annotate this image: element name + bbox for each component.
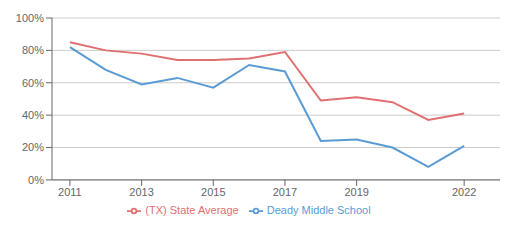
- svg-text:40%: 40%: [22, 109, 44, 121]
- svg-text:80%: 80%: [22, 44, 44, 56]
- svg-text:2017: 2017: [273, 186, 297, 198]
- svg-text:0%: 0%: [28, 174, 44, 186]
- svg-text:2015: 2015: [201, 186, 225, 198]
- svg-text:2011: 2011: [58, 186, 82, 198]
- html-text:Deady Middle School: Deady Middle School: [266, 203, 371, 216]
- svg-text:20%: 20%: [22, 141, 44, 153]
- svg-text:2019: 2019: [344, 186, 368, 198]
- svg-text:2022: 2022: [452, 186, 476, 198]
- html-text:(TX) State Average: (TX) State Average: [145, 203, 239, 216]
- svg-text:2013: 2013: [129, 186, 153, 198]
- svg-text:100%: 100%: [16, 12, 44, 24]
- svg-text:60%: 60%: [22, 77, 44, 89]
